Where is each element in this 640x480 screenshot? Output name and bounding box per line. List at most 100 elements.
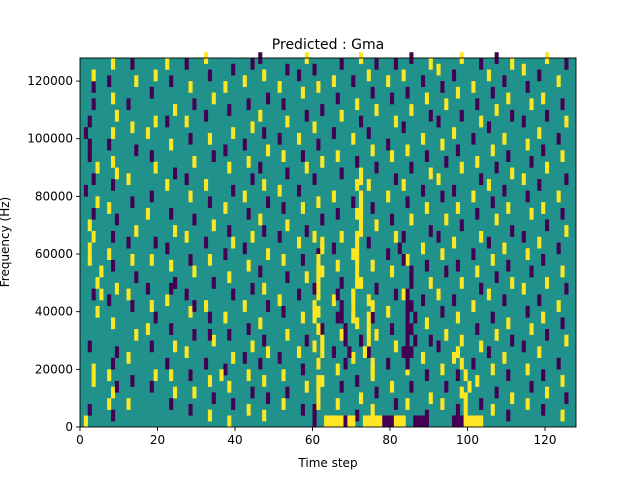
- heatmap-cell: [114, 167, 119, 180]
- y-tick-label: 20000: [35, 362, 73, 376]
- heatmap-cell: [366, 179, 371, 191]
- heatmap-cell: [475, 323, 480, 335]
- heatmap-cell: [173, 386, 178, 399]
- heatmap-cell: [424, 369, 429, 382]
- heatmap-cell: [475, 375, 480, 387]
- heatmap-cell: [339, 300, 344, 312]
- heatmap-cell: [370, 357, 375, 370]
- heatmap-cell: [188, 369, 193, 382]
- heatmap-cell: [479, 58, 484, 70]
- heatmap-cell: [91, 81, 96, 93]
- heatmap-cell: [355, 317, 360, 330]
- heatmap-cell: [366, 323, 371, 335]
- heatmap-cell: [126, 98, 131, 111]
- heatmap-cell: [281, 150, 286, 162]
- heatmap-cell: [351, 196, 356, 209]
- heatmap-cell: [506, 259, 511, 272]
- heatmap-cell: [211, 92, 216, 105]
- heatmap-cell: [421, 242, 426, 255]
- x-tick-label: 80: [382, 433, 397, 447]
- heatmap-cell: [440, 398, 445, 410]
- heatmap-cell: [390, 150, 395, 162]
- heatmap-cell: [246, 156, 251, 168]
- heatmap-cell: [343, 323, 348, 335]
- heatmap-cell: [351, 300, 356, 312]
- heatmap-cell: [149, 190, 154, 203]
- heatmap-cell: [153, 69, 158, 82]
- heatmap-cell: [393, 230, 398, 243]
- heatmap-cell: [459, 334, 464, 347]
- heatmap-cell: [351, 288, 356, 301]
- heatmap-cell: [184, 346, 189, 359]
- heatmap-cell: [107, 202, 112, 214]
- heatmap-cell: [316, 398, 321, 410]
- heatmap-cell: [211, 392, 216, 405]
- heatmap-cell: [390, 265, 395, 278]
- heatmap-cell: [231, 352, 236, 364]
- heatmap-cell: [87, 403, 92, 416]
- heatmap-cell: [355, 242, 360, 255]
- heatmap-plot-area: [79, 52, 577, 428]
- heatmap-cell: [250, 386, 255, 399]
- heatmap-cell: [537, 69, 542, 82]
- heatmap-cell: [428, 109, 433, 122]
- heatmap-cell: [297, 346, 302, 359]
- heatmap-cell: [219, 369, 224, 382]
- heatmap-cell: [370, 403, 375, 416]
- y-tick-label: 60000: [35, 247, 73, 261]
- heatmap-cell: [130, 196, 135, 209]
- heatmap-cell: [204, 300, 209, 312]
- heatmap-cell: [111, 127, 116, 139]
- heatmap-cell: [463, 392, 468, 405]
- heatmap-cell: [262, 375, 267, 387]
- heatmap-cell: [107, 248, 112, 260]
- heatmap-cell: [393, 173, 398, 186]
- heatmap-cell: [502, 352, 507, 364]
- heatmap-cell: [316, 196, 321, 209]
- heatmap-cell: [556, 242, 561, 255]
- heatmap-cell: [409, 323, 414, 335]
- x-axis-label: Time step: [297, 456, 357, 470]
- heatmap-cell: [246, 207, 251, 220]
- heatmap-cell: [173, 340, 178, 353]
- heatmap-cell: [130, 121, 135, 134]
- heatmap-cell: [107, 369, 112, 382]
- heatmap-cell: [262, 127, 267, 139]
- heatmap-cell: [390, 92, 395, 105]
- heatmap-cell: [359, 115, 364, 128]
- heatmap-cell: [300, 311, 305, 324]
- heatmap-cell: [165, 115, 170, 128]
- y-tick-label: 40000: [35, 305, 73, 319]
- heatmap-cell: [421, 294, 426, 307]
- heatmap-cell: [362, 346, 367, 359]
- heatmap-cell: [440, 190, 445, 203]
- heatmap-cell: [304, 271, 309, 284]
- heatmap-cell: [184, 115, 189, 128]
- heatmap-cell: [386, 75, 391, 88]
- heatmap-cell: [134, 328, 139, 341]
- heatmap-cell: [231, 127, 236, 139]
- heatmap-cell: [467, 415, 472, 428]
- heatmap-cell: [440, 305, 445, 318]
- heatmap-cell: [405, 398, 410, 410]
- heatmap-cell: [91, 98, 96, 111]
- heatmap-cell: [111, 317, 116, 330]
- heatmap-cell: [250, 121, 255, 134]
- heatmap-cell: [564, 225, 569, 237]
- heatmap-cell: [339, 311, 344, 324]
- heatmap-cell: [153, 161, 158, 174]
- heatmap-cell: [297, 236, 302, 249]
- heatmap-cell: [300, 254, 305, 266]
- heatmap-cell: [153, 236, 158, 249]
- heatmap-cell: [320, 323, 325, 335]
- heatmap-cell: [370, 144, 375, 157]
- heatmap-cell: [114, 213, 119, 226]
- heatmap-cell: [231, 236, 236, 249]
- heatmap-cell: [184, 230, 189, 243]
- heatmap-cell: [529, 207, 534, 220]
- heatmap-cell: [149, 340, 154, 353]
- heatmap-cell: [227, 380, 232, 393]
- heatmap-cell: [421, 352, 426, 364]
- heatmap-cell: [95, 196, 100, 209]
- heatmap-cell: [386, 415, 391, 428]
